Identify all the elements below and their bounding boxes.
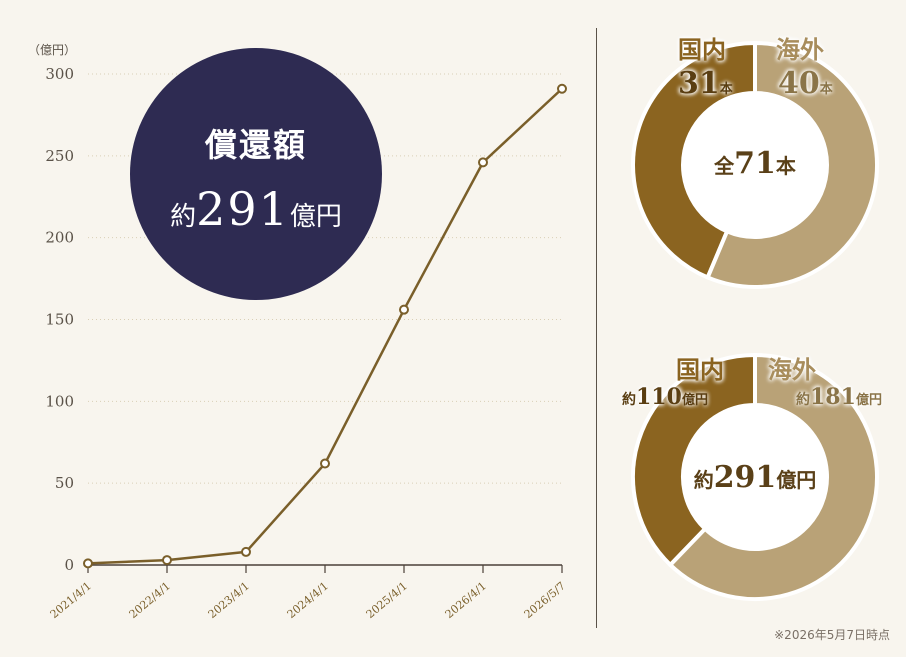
badge-prefix: 約	[170, 202, 197, 232]
count-domestic-label: 国内	[678, 30, 726, 65]
overseas-slice	[667, 352, 879, 601]
amount-donut-center: 約291億円	[680, 460, 830, 495]
x-tick-label: 2025/4/1	[364, 579, 410, 621]
amount-domestic-category: 国内	[676, 356, 724, 384]
x-tick-label: 2024/4/1	[285, 579, 331, 621]
amount-domestic-value-label: 約110億円	[622, 384, 708, 410]
x-tick-label: 2026/5/7	[522, 579, 568, 621]
amount-center-unit: 億円	[776, 468, 817, 492]
badge-amount: 約291億円	[130, 182, 382, 236]
data-point	[557, 83, 567, 94]
amount-overseas-label: 海外	[768, 350, 816, 385]
count-overseas-label: 海外	[776, 30, 824, 65]
count-domestic-category: 国内	[678, 36, 726, 64]
amount-center-prefix: 約	[693, 468, 714, 492]
y-tick-label: 100	[45, 392, 74, 410]
donut-hole	[684, 406, 826, 548]
count-domestic-value: 31	[678, 66, 720, 101]
count-overseas-value: 40	[778, 66, 820, 101]
amount-center-value: 291	[713, 460, 777, 495]
count-domestic-value-label: 31本	[678, 66, 733, 101]
amount-overseas-value: 181	[810, 384, 856, 410]
data-point	[241, 546, 251, 557]
badge-value: 291	[196, 182, 290, 236]
repayment-line-chart: 0 50 100 150 200 250 300 （億円） 2021/4/1 2022/4/1 20…	[28, 43, 568, 621]
data-point	[320, 458, 330, 469]
as-of-footnote: ※2026年5月7日時点	[774, 628, 890, 642]
y-tick-label: 0	[64, 556, 74, 574]
x-tick-label: 2023/4/1	[206, 579, 252, 621]
amount-domestic-label: 国内	[676, 350, 724, 385]
y-tick-label: 300	[45, 65, 74, 83]
badge-unit: 億円	[289, 202, 342, 232]
count-center-unit: 本	[775, 154, 796, 178]
amount-domestic-value: 110	[636, 384, 682, 410]
y-tick-label: 250	[45, 147, 74, 165]
x-tick-label: 2022/4/1	[127, 579, 173, 621]
count-donut-chart	[631, 40, 879, 289]
x-tick-label: 2021/4/1	[48, 579, 94, 621]
count-overseas-category: 海外	[776, 36, 824, 64]
data-point	[399, 304, 409, 315]
amount-donut-chart	[631, 352, 879, 601]
data-point	[83, 558, 93, 569]
amount-domestic-unit: 億円	[681, 393, 708, 408]
amount-overseas-value-label: 約181億円	[796, 384, 882, 410]
amount-overseas-unit: 億円	[855, 393, 882, 408]
count-overseas-unit: 本	[819, 82, 833, 97]
badge-title: 償還額	[204, 126, 307, 164]
donut-hole	[684, 94, 826, 236]
amount-domestic-prefix: 約	[622, 392, 636, 408]
y-tick-label: 150	[45, 311, 74, 329]
count-domestic-unit: 本	[719, 82, 733, 97]
data-point	[478, 157, 488, 168]
count-center-value: 71	[734, 146, 776, 181]
count-center-prefix: 全	[714, 154, 735, 178]
overseas-slice	[705, 40, 879, 289]
y-tick-label: 200	[45, 229, 74, 247]
amount-overseas-category: 海外	[768, 356, 816, 384]
x-tick-label: 2026/4/1	[443, 579, 489, 621]
domestic-slice	[631, 352, 757, 568]
data-point	[162, 555, 172, 566]
count-donut-center: 全71本	[690, 146, 820, 181]
domestic-slice	[631, 40, 757, 281]
count-overseas-value-label: 40本	[778, 66, 833, 101]
section-divider	[596, 28, 597, 628]
amount-overseas-prefix: 約	[796, 392, 810, 408]
y-axis-unit-label: （億円）	[28, 43, 76, 57]
y-tick-label: 50	[55, 474, 74, 492]
repayment-badge: 償還額 約291億円	[130, 48, 382, 300]
